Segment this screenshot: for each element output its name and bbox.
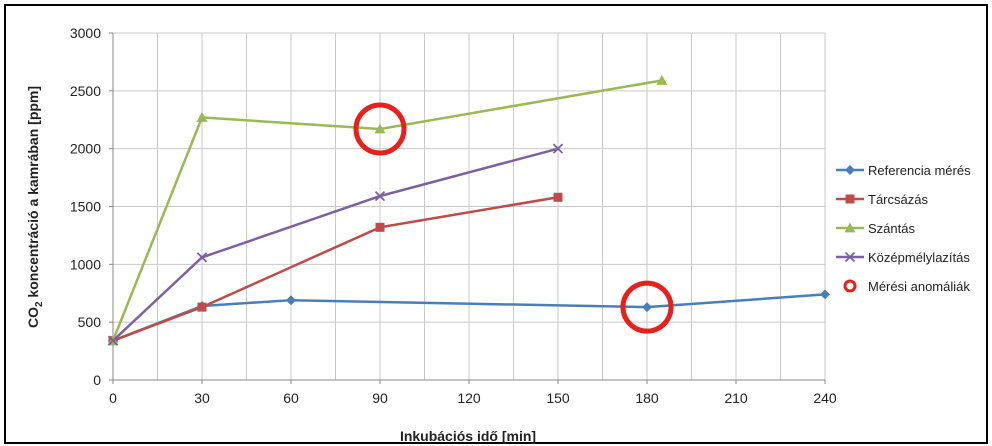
data-point: [642, 302, 652, 313]
y-tick-label: 0: [93, 372, 101, 388]
x-tick-label: 90: [372, 390, 388, 406]
y-tick-label: 2000: [70, 141, 101, 157]
series-line: [111, 79, 663, 342]
anomaly-circle: [620, 280, 674, 334]
x-tick-label: 180: [635, 390, 659, 406]
legend-swatch-marker: [845, 194, 855, 204]
legend-item-2: Szántás: [836, 221, 915, 236]
legend-swatch-circle: [843, 279, 857, 293]
series-2: [107, 74, 668, 346]
y-tick-label: 3000: [70, 25, 101, 41]
y-tick-label: 1500: [70, 199, 101, 215]
data-point: [197, 302, 207, 312]
legend-swatch-marker: [844, 222, 856, 233]
legend-item-1: Tárcsázás: [836, 192, 928, 207]
legend-item-0: Referencia mérés: [836, 163, 971, 178]
x-tick-label: 210: [724, 390, 748, 406]
y-axis-title: CO2 koncentráció a kamrában [ppm]: [25, 86, 45, 328]
y-tick-label: 1000: [70, 256, 101, 272]
data-point: [656, 74, 668, 85]
legend-swatch-marker: [845, 165, 855, 175]
legend-label: Szántás: [868, 221, 915, 236]
grid: [113, 32, 826, 380]
axes: [109, 32, 826, 384]
y-axis-title-subscript: 2: [34, 301, 45, 307]
series-group: [107, 74, 830, 346]
x-tick-label: 60: [283, 390, 299, 406]
data-point: [286, 295, 296, 306]
data-point: [820, 289, 830, 300]
y-tick-label: 2500: [70, 83, 101, 99]
chart-frame: [4, 4, 988, 444]
data-point: [374, 190, 386, 202]
legend-label: Középmélylazítás: [868, 250, 970, 265]
x-tick-label: 30: [194, 390, 210, 406]
anomaly-circle: [353, 102, 407, 156]
legend-item-anomaly: Mérési anomáliák: [843, 279, 970, 294]
y-tick-label: 500: [78, 314, 102, 330]
data-point: [552, 143, 564, 154]
x-tick-label: 240: [813, 390, 837, 406]
x-tick-label: 150: [546, 390, 570, 406]
legend-swatch-marker: [844, 251, 856, 263]
anomaly-circles: [353, 102, 674, 334]
data-point: [107, 335, 119, 346]
data-point: [553, 192, 563, 202]
data-point: [196, 252, 208, 263]
data-point: [375, 222, 385, 232]
legend-label: Referencia mérés: [868, 163, 971, 178]
x-tick-label: 0: [109, 390, 117, 406]
legend-label: Tárcsázás: [868, 192, 928, 207]
series-line: [112, 196, 559, 342]
x-tick-label: 120: [457, 390, 481, 406]
series-3: [107, 143, 564, 346]
legend: Referencia mérés Tárcsázás Szántás Középmél…: [836, 163, 971, 294]
legend-label: Mérési anomáliák: [868, 279, 970, 294]
legend-item-3: Középmélylazítás: [836, 250, 970, 265]
series-line: [112, 147, 559, 342]
y-axis-title-prefix: CO: [25, 307, 41, 328]
x-axis-title: Inkubációs idő [min]: [400, 428, 536, 444]
y-axis-title-rest: koncentráció a kamrában [ppm]: [25, 86, 41, 302]
tick-labels: 0 30 60 90 120 150 180 210 240 0 500 1000 1500 2000 25…: [70, 25, 837, 406]
data-point: [196, 111, 208, 122]
data-point: [374, 123, 386, 134]
